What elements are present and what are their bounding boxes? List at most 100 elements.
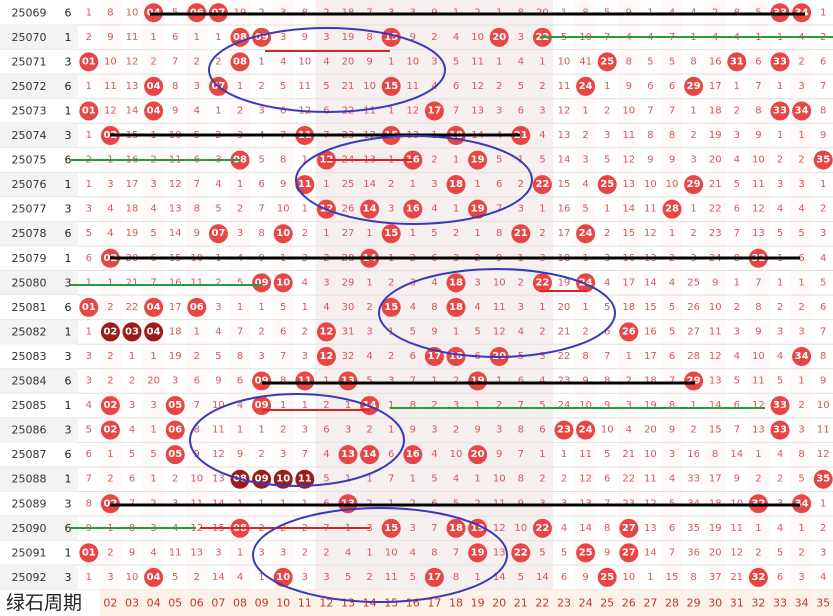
miss-count: 33 <box>687 474 700 485</box>
miss-count: 5 <box>150 228 156 239</box>
miss-count: 18 <box>126 204 139 215</box>
miss-count: 12 <box>493 523 506 534</box>
miss-count: 3 <box>820 228 826 239</box>
hit-ball <box>165 445 185 465</box>
miss-count: 5 <box>410 572 416 583</box>
miss-count: 23 <box>558 376 571 387</box>
hit-ball <box>79 52 99 72</box>
miss-count: 1 <box>258 425 264 436</box>
miss-count: 12 <box>212 449 225 460</box>
miss-count: 7 <box>647 105 653 116</box>
miss-count: 11 <box>471 56 484 67</box>
hit-number: 09 <box>255 400 269 411</box>
miss-count: 20 <box>342 56 355 67</box>
miss-count: 3 <box>345 425 351 436</box>
hit-number: 20 <box>471 449 485 460</box>
hit-ball <box>144 76 164 96</box>
hit-number: 22 <box>535 523 549 534</box>
miss-count: 1 <box>150 474 156 485</box>
column-bg <box>531 0 554 616</box>
miss-count: 14 <box>363 179 376 190</box>
miss-count: 19 <box>169 351 182 362</box>
miss-count: 22 <box>709 204 722 215</box>
miss-count: 3 <box>518 32 524 43</box>
miss-count: 23 <box>709 228 722 239</box>
hit-number: 31 <box>730 56 744 67</box>
hit-number: 17 <box>427 105 441 116</box>
column-bg <box>704 0 726 616</box>
hit-ball <box>576 273 596 293</box>
miss-count: 2 <box>604 105 610 116</box>
miss-count: 4 <box>518 56 524 67</box>
count: 3 <box>65 497 72 510</box>
hit-number: 23 <box>557 425 571 436</box>
miss-count: 1 <box>345 474 351 485</box>
issue: 25070 <box>12 31 47 44</box>
miss-count: 5 <box>798 474 804 485</box>
count: 6 <box>65 301 72 314</box>
miss-count: 9 <box>669 425 675 436</box>
hit-ball <box>727 52 747 72</box>
hit-ball <box>532 518 552 538</box>
miss-count: 7 <box>518 400 524 411</box>
hit-ball <box>532 175 552 195</box>
hit-number: 29 <box>687 376 701 387</box>
miss-count: 2 <box>496 400 502 411</box>
miss-count: 2 <box>820 204 826 215</box>
miss-count: 2 <box>518 179 524 190</box>
issue: 25088 <box>12 473 47 486</box>
miss-count: 6 <box>539 425 545 436</box>
issue: 25085 <box>12 399 47 412</box>
hit-ball <box>576 543 596 563</box>
column-bg <box>790 0 813 616</box>
miss-count: 10 <box>622 105 635 116</box>
footer-label: 29 <box>687 596 701 609</box>
miss-count: 5 <box>345 572 351 583</box>
footer-label: 12 <box>319 596 333 609</box>
miss-count: 37 <box>709 572 722 583</box>
column-bg <box>99 0 122 616</box>
hit-ball <box>273 469 293 489</box>
miss-count: 3 <box>453 400 459 411</box>
miss-count: 1 <box>388 56 394 67</box>
miss-count: 7 <box>734 228 740 239</box>
miss-count: 2 <box>539 81 545 92</box>
count: 6 <box>65 227 72 240</box>
miss-count: 1 <box>474 400 480 411</box>
miss-count: 6 <box>669 523 675 534</box>
miss-count: 5 <box>258 155 264 166</box>
row-bg <box>0 123 78 148</box>
row-bg <box>0 344 78 369</box>
miss-count: 3 <box>280 449 286 460</box>
miss-count: 8 <box>280 155 286 166</box>
miss-count: 2 <box>582 130 588 141</box>
miss-count: 5 <box>410 326 416 337</box>
miss-count: 5 <box>280 81 286 92</box>
count: 6 <box>65 154 72 167</box>
miss-count: 14 <box>579 523 592 534</box>
miss-count: 1 <box>669 228 675 239</box>
miss-count: 1 <box>690 204 696 215</box>
miss-count: 10 <box>493 474 506 485</box>
miss-count: 5 <box>215 204 221 215</box>
footer-label: 11 <box>298 596 312 609</box>
miss-count: 5 <box>539 155 545 166</box>
hit-ball <box>511 224 531 244</box>
hit-ball <box>576 224 596 244</box>
miss-count: 1 <box>302 204 308 215</box>
hit-number: 09 <box>255 32 269 43</box>
miss-count: 2 <box>302 547 308 558</box>
hit-ball <box>770 101 790 121</box>
hit-ball <box>468 199 488 219</box>
miss-count: 2 <box>777 302 783 313</box>
column-bg <box>639 0 662 616</box>
hit-ball <box>381 518 401 538</box>
miss-count: 5 <box>777 547 783 558</box>
hit-ball <box>165 420 185 440</box>
miss-count: 3 <box>194 81 200 92</box>
issue: 25072 <box>12 80 47 93</box>
miss-count: 11 <box>169 547 182 558</box>
ellipse <box>208 27 446 113</box>
miss-count: 1 <box>798 130 804 141</box>
miss-count: 1 <box>237 81 243 92</box>
